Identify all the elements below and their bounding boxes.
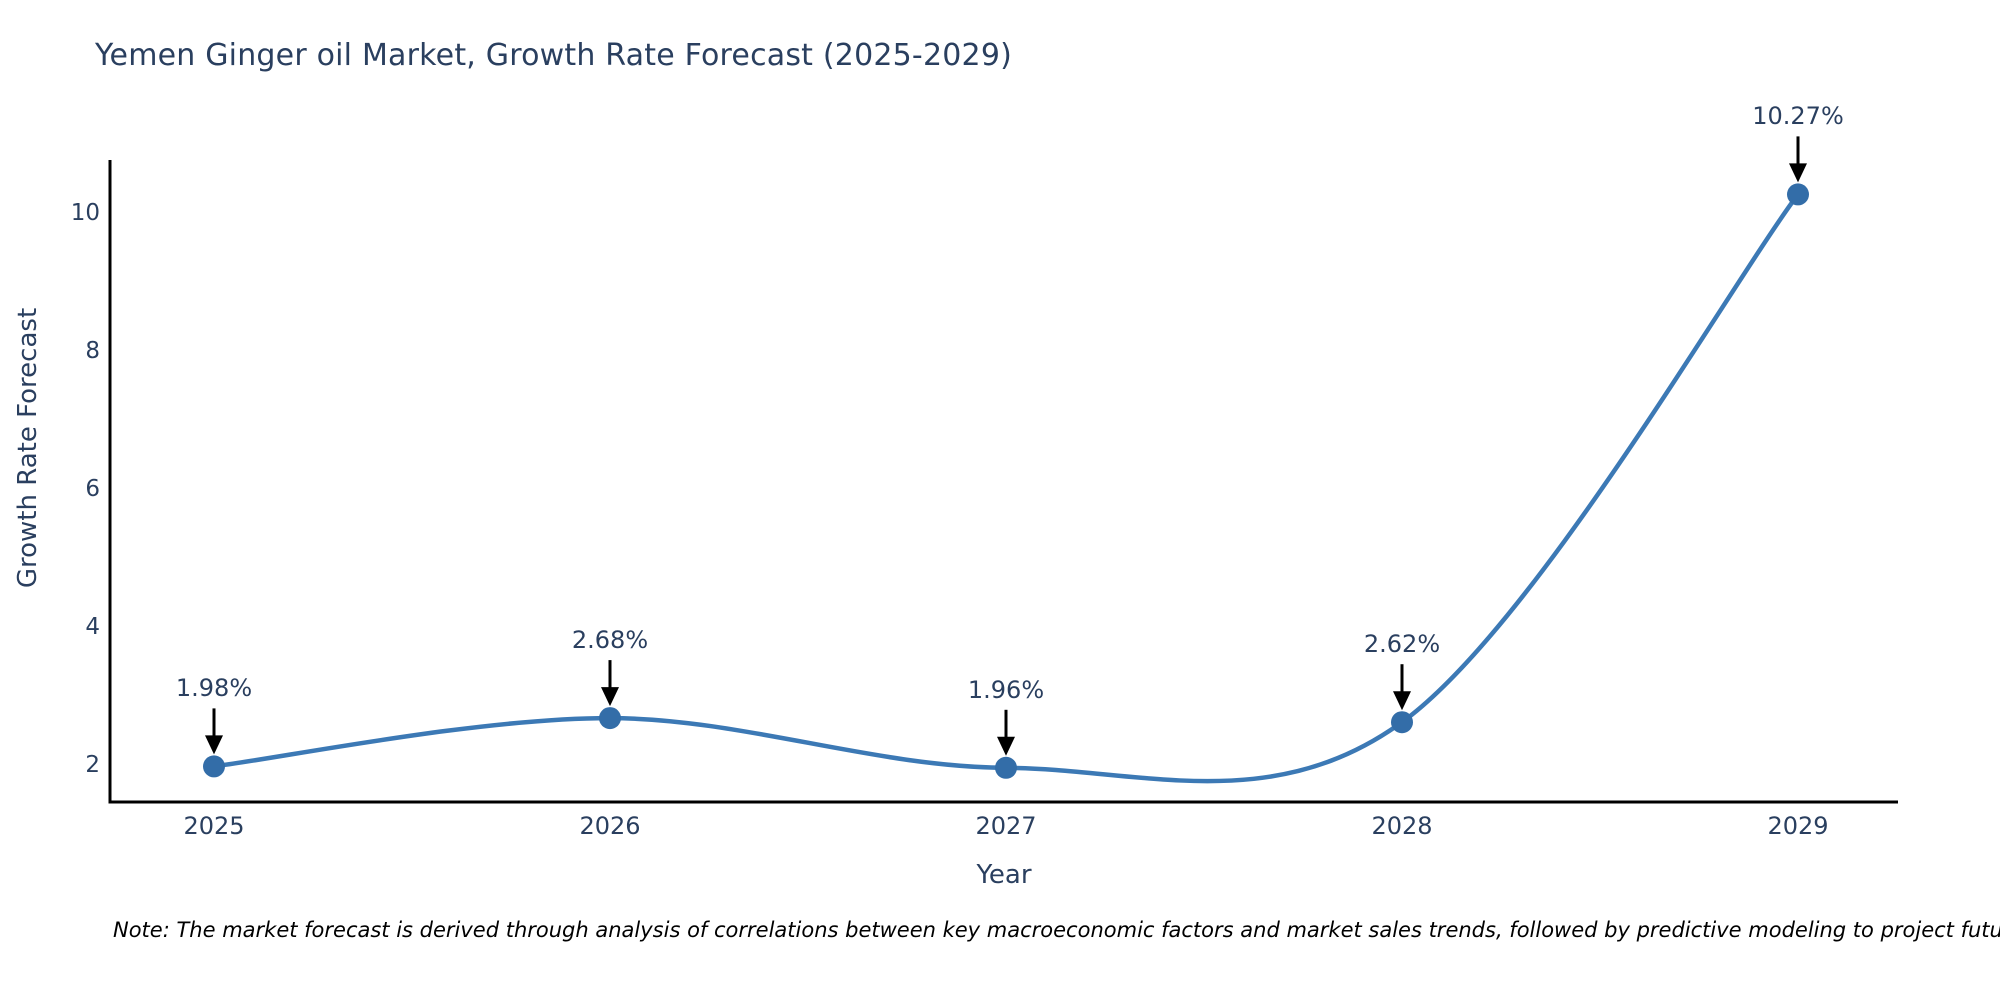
annotation-arrowhead	[1789, 163, 1807, 183]
x-tick-label-2029: 2029	[1767, 812, 1829, 840]
annotation-arrowhead	[601, 687, 619, 707]
annotation-arrowhead	[997, 736, 1015, 756]
x-tick-label-2027: 2027	[975, 812, 1037, 840]
y-tick-label-8: 8	[85, 338, 100, 364]
point-value-label-2025: 1.98%	[175, 674, 253, 703]
y-tick-label-6: 6	[85, 476, 100, 502]
forecast-line	[213, 193, 1800, 784]
data-point-2028	[1391, 711, 1413, 734]
y-tick-label-2: 2	[85, 752, 100, 778]
y-axis-title: Growth Rate Forecast	[13, 307, 43, 589]
point-value-label-2026: 2.68%	[571, 626, 649, 655]
footnote: Note: The market forecast is derived thr…	[113, 918, 2000, 942]
x-tick-label-2028: 2028	[1371, 812, 1433, 840]
data-point-2026	[599, 707, 621, 730]
point-value-label-2027: 1.96%	[967, 675, 1045, 704]
data-point-2027	[995, 756, 1017, 779]
annotation-arrowhead	[205, 735, 223, 755]
annotation-arrowhead	[1393, 691, 1411, 711]
x-tick-label-2026: 2026	[579, 812, 641, 840]
axis-lines	[108, 160, 1898, 804]
y-tick-label-4: 4	[85, 614, 100, 640]
point-value-label-2028: 2.62%	[1363, 630, 1441, 659]
point-value-label-2029: 10.27%	[1752, 102, 1844, 131]
y-tick-label-10: 10	[70, 200, 100, 226]
data-point-2025	[203, 755, 225, 778]
data-point-2029	[1787, 183, 1809, 206]
chart-title: Yemen Ginger oil Market, Growth Rate For…	[95, 38, 1013, 73]
x-axis-title: Year	[976, 860, 1032, 890]
x-tick-label-2025: 2025	[183, 812, 245, 840]
